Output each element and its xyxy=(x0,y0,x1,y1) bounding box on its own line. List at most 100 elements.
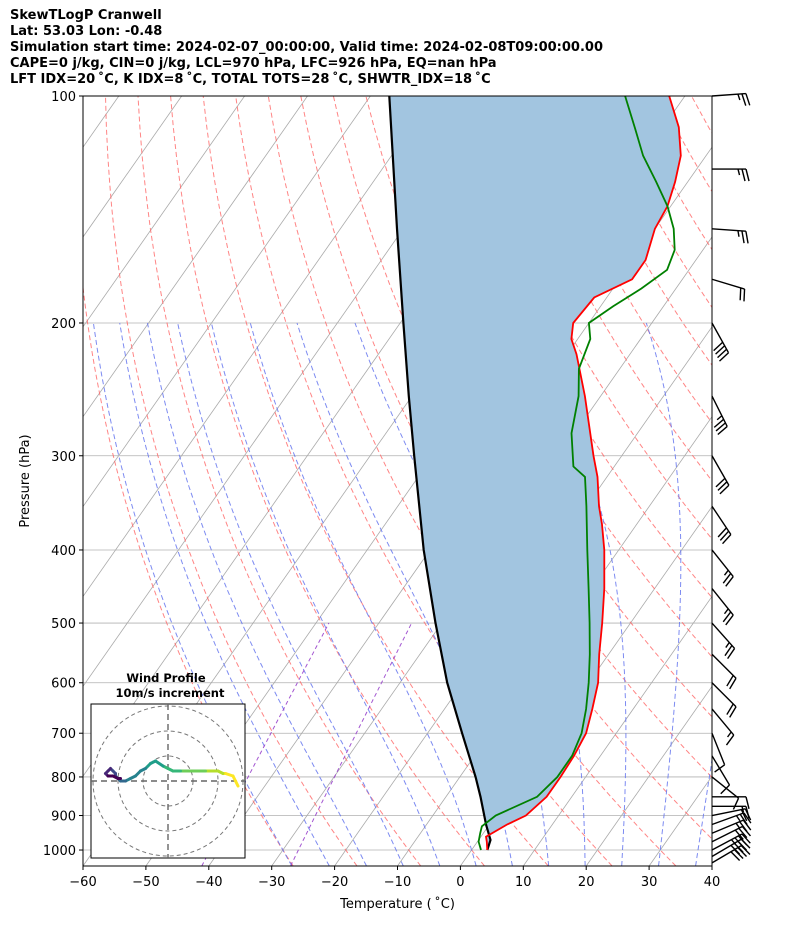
wind-barb-staff xyxy=(711,838,742,858)
wind-barb-staff xyxy=(711,455,730,486)
wind-barb-full xyxy=(733,842,744,853)
wind-barb-staff xyxy=(711,588,734,616)
x-tick-label: −50 xyxy=(132,875,159,890)
wind-barb-full xyxy=(722,534,732,545)
wind-barb-full xyxy=(720,784,730,795)
isotherm-line xyxy=(83,96,371,508)
wind-barb-full xyxy=(725,576,734,587)
dry-adiabat-line xyxy=(691,96,712,135)
wind-barb-full xyxy=(739,287,742,301)
dewpoint-line xyxy=(477,96,676,851)
isotherm-line xyxy=(522,595,712,866)
wind-barb-full xyxy=(725,614,734,626)
y-tick-label: 800 xyxy=(51,771,76,786)
moist-adiabat-line xyxy=(249,322,477,866)
wind-barb-full xyxy=(739,813,748,825)
cape-shading xyxy=(389,96,681,850)
dry-adiabat-line xyxy=(202,96,549,866)
wind-barb-full xyxy=(717,527,727,538)
wind-barb xyxy=(711,228,749,244)
wind-barb-full xyxy=(715,477,726,488)
wind-barb xyxy=(711,708,735,746)
hodograph-segment xyxy=(154,759,165,768)
wind-barb-full xyxy=(741,833,751,844)
wind-barb-full xyxy=(738,827,748,839)
dry-adiabat-line xyxy=(463,96,712,540)
isotherm-line xyxy=(711,865,712,866)
wind-barb-full xyxy=(727,648,736,660)
wind-barb-full xyxy=(724,645,733,657)
wind-barb-full xyxy=(719,352,729,362)
wind-barb-half xyxy=(723,569,729,576)
wind-barb-full xyxy=(730,851,741,862)
wind-barb-full xyxy=(722,572,732,584)
wind-barb-staff xyxy=(711,755,731,786)
wind-barb-full xyxy=(714,764,726,773)
isotherm-line xyxy=(83,96,434,598)
x-tick-label: −10 xyxy=(384,875,411,890)
moist-adiabat-line xyxy=(147,322,367,866)
x-tick-label: −30 xyxy=(258,875,285,890)
wind-barb-full xyxy=(725,734,735,746)
wind-barb-staff xyxy=(711,92,746,97)
wind-barb xyxy=(711,395,728,436)
wind-barb-staff xyxy=(711,653,737,679)
wind-barb-full xyxy=(717,481,728,491)
hodograph-ring xyxy=(117,730,219,832)
wind-barb-staff xyxy=(711,278,745,290)
wind-barb-full xyxy=(743,288,746,302)
wind-barb xyxy=(712,796,750,809)
wind-barb-staff xyxy=(711,808,746,817)
wind-barb-full xyxy=(745,796,750,809)
wind-barb-full xyxy=(726,703,734,715)
y-tick-label: 700 xyxy=(51,727,76,742)
y-axis-label: Pressure (hPa) xyxy=(18,434,33,527)
wind-barb-full xyxy=(722,611,732,623)
wind-barb-full xyxy=(729,706,737,718)
wind-barb-half xyxy=(716,415,723,421)
x-axis-label: Temperature ( ˚C) xyxy=(339,896,455,912)
y-tick-label: 300 xyxy=(51,450,76,465)
wind-barb xyxy=(712,805,750,819)
wind-barb-full xyxy=(717,425,728,436)
x-tick-label: −60 xyxy=(69,875,96,890)
wind-barb-full xyxy=(745,93,751,106)
wind-barb-staff xyxy=(711,708,735,736)
wind-barb-half xyxy=(737,93,741,101)
wind-barb-full xyxy=(715,345,726,355)
y-tick-label: 900 xyxy=(51,810,76,825)
stability-indices-1: CAPE=0 j/kg, CIN=0 j/kg, LCL=970 hPa, LF… xyxy=(10,56,497,71)
dry-adiabat-line xyxy=(724,96,794,866)
y-tick-label: 1000 xyxy=(43,844,76,859)
stability-indices-2: LFT IDX=20 ˚C, K IDX=8 ˚C, TOTAL TOTS=28… xyxy=(10,72,491,87)
wind-barb-full xyxy=(745,806,750,819)
wind-barb-half xyxy=(730,839,737,845)
dry-adiabat-line xyxy=(757,96,794,866)
isotherm-line xyxy=(83,96,308,418)
inset-subtitle: 10m/s increment xyxy=(116,686,225,700)
moist-adiabat-line xyxy=(92,322,293,866)
wind-barb-staff xyxy=(711,549,734,577)
station-coords: Lat: 53.03 Lon: -0.48 xyxy=(10,24,163,39)
x-tick-label: 0 xyxy=(456,875,464,890)
wind-barb-staff xyxy=(711,819,744,834)
wind-barb xyxy=(711,622,736,660)
wind-barb-staff xyxy=(711,505,732,535)
wind-barb-full xyxy=(741,230,745,244)
isotherm-line xyxy=(83,96,245,328)
wind-barb-half xyxy=(737,230,740,237)
wind-barb xyxy=(711,549,734,587)
x-tick-label: 30 xyxy=(641,875,658,890)
wind-barb-full xyxy=(737,835,748,846)
wind-barb xyxy=(711,755,731,795)
wind-barb-half xyxy=(737,168,741,176)
wind-barb-staff xyxy=(711,228,746,232)
x-tick-label: −20 xyxy=(321,875,348,890)
wind-barb xyxy=(711,588,734,626)
wind-barb-half xyxy=(741,806,745,813)
wind-barb-half xyxy=(735,815,741,822)
wind-barb-half xyxy=(735,822,741,829)
wind-barb-full xyxy=(719,530,730,541)
moist-adiabat-line xyxy=(695,756,712,866)
